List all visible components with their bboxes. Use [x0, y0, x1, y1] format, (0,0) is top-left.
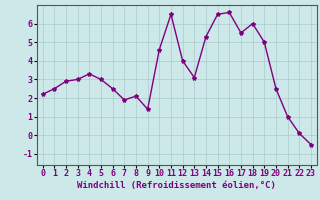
X-axis label: Windchill (Refroidissement éolien,°C): Windchill (Refroidissement éolien,°C) — [77, 181, 276, 190]
